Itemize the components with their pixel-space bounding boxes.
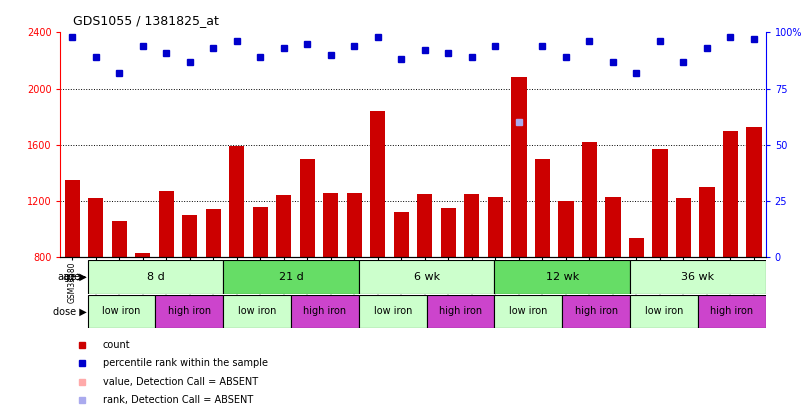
Text: high iron: high iron xyxy=(303,307,347,316)
Text: high iron: high iron xyxy=(575,307,617,316)
Bar xyxy=(426,295,494,328)
Bar xyxy=(494,295,563,328)
Text: low iron: low iron xyxy=(238,307,276,316)
Bar xyxy=(88,295,156,328)
Bar xyxy=(511,77,526,257)
Bar xyxy=(464,194,480,257)
Text: age ▶: age ▶ xyxy=(58,272,86,282)
Bar xyxy=(723,131,738,257)
Text: high iron: high iron xyxy=(710,307,754,316)
Text: rank, Detection Call = ABSENT: rank, Detection Call = ABSENT xyxy=(102,395,253,405)
Bar xyxy=(746,126,762,257)
Bar xyxy=(300,159,315,257)
Bar xyxy=(629,237,644,257)
Bar xyxy=(675,198,691,257)
Bar xyxy=(494,260,630,294)
Bar xyxy=(418,194,433,257)
Bar xyxy=(534,159,550,257)
Bar xyxy=(135,253,151,257)
Text: percentile rank within the sample: percentile rank within the sample xyxy=(102,358,268,369)
Text: high iron: high iron xyxy=(168,307,211,316)
Bar xyxy=(582,142,597,257)
Text: high iron: high iron xyxy=(439,307,482,316)
Text: low iron: low iron xyxy=(373,307,412,316)
Bar xyxy=(370,111,385,257)
Bar xyxy=(64,180,80,257)
Bar xyxy=(359,295,426,328)
Bar xyxy=(159,191,174,257)
Bar xyxy=(700,187,715,257)
Bar xyxy=(698,295,766,328)
Text: count: count xyxy=(102,340,131,350)
Text: low iron: low iron xyxy=(509,307,547,316)
Text: low iron: low iron xyxy=(645,307,683,316)
Text: 36 wk: 36 wk xyxy=(681,272,714,282)
Text: low iron: low iron xyxy=(102,307,141,316)
Text: 21 d: 21 d xyxy=(279,272,303,282)
Bar xyxy=(223,260,359,294)
Bar xyxy=(111,221,127,257)
Bar xyxy=(276,195,292,257)
Text: GDS1055 / 1381825_at: GDS1055 / 1381825_at xyxy=(73,14,218,27)
Bar xyxy=(252,207,268,257)
Bar xyxy=(229,146,244,257)
Bar xyxy=(88,198,103,257)
Bar xyxy=(393,212,409,257)
Bar xyxy=(291,295,359,328)
Bar xyxy=(347,192,362,257)
Bar xyxy=(563,295,630,328)
Bar xyxy=(156,295,223,328)
Bar xyxy=(88,260,223,294)
Bar xyxy=(488,197,503,257)
Bar xyxy=(630,260,766,294)
Text: 6 wk: 6 wk xyxy=(413,272,440,282)
Bar xyxy=(359,260,494,294)
Bar xyxy=(605,197,621,257)
Bar xyxy=(652,149,667,257)
Bar xyxy=(323,192,339,257)
Bar xyxy=(223,295,291,328)
Text: 12 wk: 12 wk xyxy=(546,272,579,282)
Bar xyxy=(441,208,456,257)
Text: 8 d: 8 d xyxy=(147,272,164,282)
Bar xyxy=(206,209,221,257)
Text: dose ▶: dose ▶ xyxy=(52,307,86,316)
Bar xyxy=(182,215,197,257)
Bar xyxy=(630,295,698,328)
Text: age: age xyxy=(63,272,81,282)
Bar xyxy=(559,201,574,257)
Text: value, Detection Call = ABSENT: value, Detection Call = ABSENT xyxy=(102,377,258,387)
